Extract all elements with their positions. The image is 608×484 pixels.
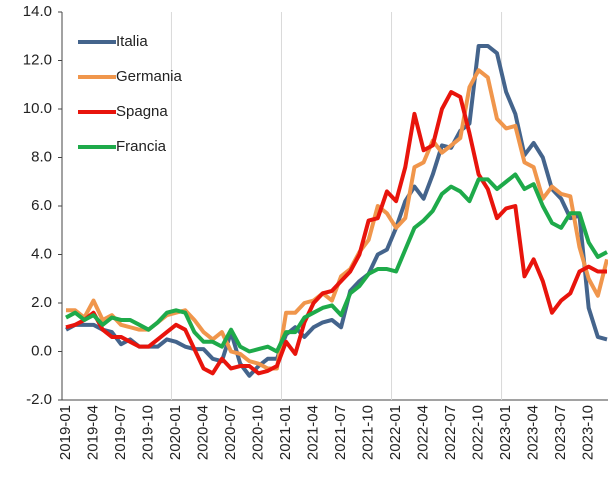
x-tick-label: 2019-01	[57, 405, 74, 460]
y-tick-label: 6.0	[31, 197, 52, 214]
legend-label: Francia	[116, 138, 167, 155]
x-tick-label: 2021-07	[332, 405, 349, 460]
x-tick-label: 2019-10	[139, 405, 156, 460]
y-tick-label: 4.0	[31, 245, 52, 262]
x-tick-label: 2022-10	[470, 405, 487, 460]
x-tick-label: 2020-10	[250, 405, 267, 460]
x-tick-label: 2022-07	[442, 405, 459, 460]
y-tick-label: -2.0	[26, 391, 52, 408]
legend-label: Germania	[116, 68, 183, 85]
series-line	[65, 172, 608, 354]
y-tick-label: 0.0	[31, 342, 52, 359]
y-tick-label: 2.0	[31, 294, 52, 311]
series-line	[65, 43, 608, 378]
x-tick-label: 2023-07	[552, 405, 569, 460]
x-tick-label: 2021-01	[277, 405, 294, 460]
legend-label: Spagna	[116, 103, 168, 120]
y-tick-label: 10.0	[23, 100, 52, 117]
x-tick-label: 2023-01	[497, 405, 514, 460]
x-tick-label: 2022-04	[415, 405, 432, 460]
y-tick-label: 8.0	[31, 148, 52, 165]
x-tick-label: 2019-04	[84, 405, 101, 460]
x-tick-label: 2020-04	[195, 405, 212, 460]
x-tick-label: 2022-01	[387, 405, 404, 460]
y-tick-label: 14.0	[23, 3, 52, 20]
x-tick-label: 2020-01	[167, 405, 184, 460]
x-tick-label: 2021-04	[305, 405, 322, 460]
x-tick-label: 2020-07	[222, 405, 239, 460]
x-tick-label: 2023-04	[525, 405, 542, 460]
y-tick-label: 12.0	[23, 51, 52, 68]
legend-label: Italia	[116, 33, 148, 50]
x-tick-label: 2019-07	[112, 405, 129, 460]
x-tick-label: 2023-10	[580, 405, 597, 460]
series-line	[65, 90, 607, 376]
x-tick-label: 2021-10	[360, 405, 377, 460]
